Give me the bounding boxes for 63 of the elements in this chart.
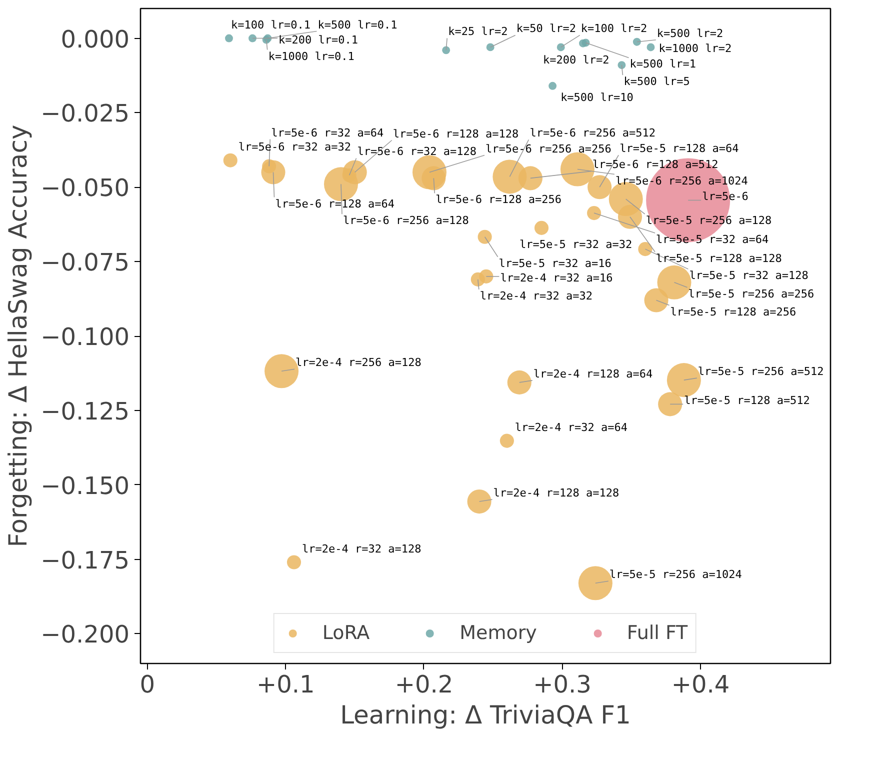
annotation: lr=5e-5 r=256 a=256 [688,287,814,300]
x-tick-label: +0.2 [394,670,454,698]
y-axis-title: Forgetting: Δ HellaSwag Accuracy [4,124,33,548]
annotation: lr=2e-4 r=32 a=64 [514,420,628,434]
y-tick-label: −0.050 [40,174,130,202]
x-axis-title: Learning: Δ TriviaQA F1 [340,700,631,730]
annotation: lr=5e-5 r=32 a=32 [520,238,632,251]
annotation: k=500 lr=2 [656,26,724,40]
annotation: lr=5e-6 r=128 a=512 [592,158,718,172]
y-tick-label: −0.025 [40,100,130,128]
legend-label: Full FT [626,622,688,644]
legend-label: Memory [460,622,537,644]
annotation: lr=5e-6 r=256 a=1024 [615,174,748,188]
annotation: lr=5e-5 r=32 a=128 [689,269,808,282]
annotation: lr=5e-5 r=128 a=128 [656,252,782,265]
y-tick-label: −0.200 [40,620,130,649]
annotation: lr=5e-5 r=128 a=256 [670,305,796,318]
annotation: lr=5e-6 r=32 a=128 [357,145,477,158]
annotation: lr=2e-4 r=32 a=32 [480,289,592,302]
annotation: lr=5e-6 r=256 a=256 [486,142,612,156]
annotation: lr=5e-5 r=128 a=512 [684,394,810,408]
annotation: lr=5e-6 r=32 a=32 [238,140,351,154]
annotation: k=500 lr=1 [630,58,696,71]
x-tick-label: +0.1 [256,670,315,698]
annotation: lr=5e-6 r=256 a=128 [343,214,469,228]
annotation: k=100 lr=2 [580,22,648,36]
y-tick-label: −0.175 [40,546,130,574]
y-tick-label: −0.075 [40,248,130,277]
annotation: lr=5e-5 r=32 a=16 [498,256,612,270]
annotation: lr=5e-5 r=256 a=128 [646,214,772,228]
y-tick-label: −0.100 [40,323,130,351]
legend-label: LoRA [322,622,370,644]
annotation: lr=2e-4 r=256 a=128 [296,356,422,370]
annotation: lr=2e-4 r=32 a=16 [500,271,613,284]
y-tick-label: 0.000 [60,25,130,54]
annotation: lr=5e-6 r=128 a=128 [392,127,519,140]
y-tick-label: −0.125 [40,397,130,426]
annotation: k=200 lr=0.1 [278,33,358,46]
annotation: k=1000 lr=2 [658,42,732,56]
x-tick-label: 0 [140,670,156,698]
annotation: lr=5e-6 r=32 a=64 [271,126,384,140]
annotation: lr=2e-4 r=32 a=128 [302,542,422,556]
x-tick-label: +0.4 [671,670,730,698]
annotation: lr=2e-4 r=128 a=64 [533,367,653,380]
annotation: lr=5e-6 [702,190,748,204]
x-tick-label: +0.3 [533,670,592,698]
annotation: k=500 lr=10 [560,90,634,104]
y-tick-label: −0.150 [40,472,130,500]
annotation: lr=5e-5 r=128 a=64 [620,142,740,156]
annotation: lr=5e-6 r=128 a=256 [436,193,562,206]
annotation: k=100 lr=0.1 [230,18,310,32]
annotation: k=50 lr=2 [516,22,576,36]
annotation: lr=5e-6 r=256 a=512 [530,126,656,140]
annotation: k=25 lr=2 [448,25,508,38]
annotation: lr=5e-5 r=256 a=1024 [609,568,742,582]
annotation: lr=2e-4 r=128 a=128 [493,486,620,500]
annotation: lr=5e-5 r=256 a=512 [698,365,824,378]
annotation: k=500 lr=5 [624,75,690,88]
annotation: k=1000 lr=0.1 [268,50,354,63]
annotation: lr=5e-6 r=128 a=64 [275,197,395,210]
annotation: k=200 lr=2 [542,53,610,66]
annotation: lr=5e-5 r=32 a=64 [656,233,770,246]
annotation: k=500 lr=0.1 [318,18,398,32]
